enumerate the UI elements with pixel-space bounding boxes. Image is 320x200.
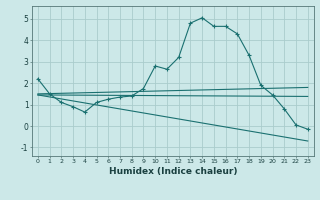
X-axis label: Humidex (Indice chaleur): Humidex (Indice chaleur) <box>108 167 237 176</box>
